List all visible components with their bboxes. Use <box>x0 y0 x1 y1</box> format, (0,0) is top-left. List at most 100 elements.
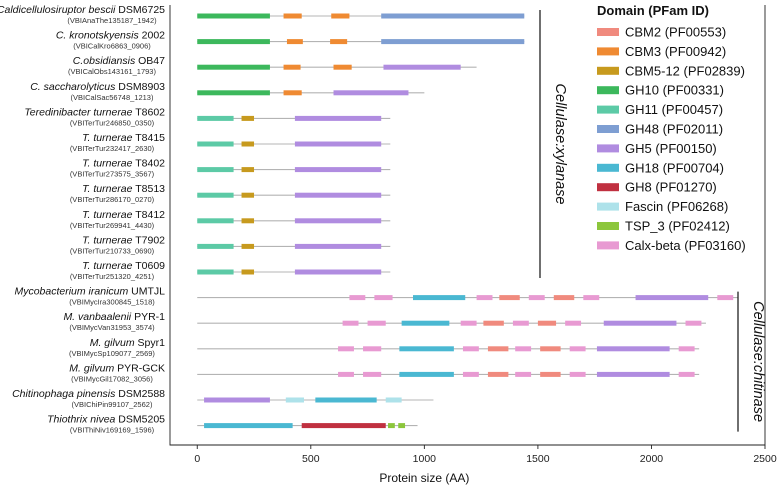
domain-gh5 <box>294 218 382 224</box>
species-name: C. saccharolyticus <box>30 81 116 93</box>
domain-cbm3 <box>333 64 352 70</box>
domain-cbm5-12 <box>241 269 255 275</box>
domain-gh18 <box>412 295 466 301</box>
species-name: M. gilvum <box>90 337 135 349</box>
protein-name: M. vanbaalenii PYR-1 <box>63 311 165 323</box>
protein-labels: Caldicellulosiruptor bescii DSM6725(VBIA… <box>0 4 165 435</box>
domain-calx <box>569 346 586 352</box>
domain-cbm2 <box>483 320 504 326</box>
legend-label: TSP_3 (PF02412) <box>625 219 730 234</box>
species-name: C.obsidiansis <box>73 55 136 67</box>
domain-gh10 <box>197 64 270 70</box>
domain-gh18 <box>399 346 454 352</box>
domain-gh11 <box>197 167 234 173</box>
domain-cbm3 <box>286 39 303 45</box>
species-name: M. gilvum <box>69 362 114 374</box>
domain-calx <box>565 320 582 326</box>
domain-cbm3 <box>283 13 302 19</box>
legend-label: Fascin (PF06268) <box>625 199 728 214</box>
domain-calx <box>363 371 382 377</box>
protein-name: T. turnerae T0609 <box>82 260 165 272</box>
domain-calx <box>367 320 386 326</box>
domain-cbm2 <box>540 371 561 377</box>
protein-name: T. turnerae T8412 <box>82 209 165 221</box>
domain-gh11 <box>197 115 234 121</box>
protein-id: (VBIThiNiv169169_1596) <box>70 426 155 435</box>
legend-item: CBM5-12 (PF02839) <box>597 63 745 78</box>
domain-tsp-3 <box>398 423 406 429</box>
legend-item: CBM3 (PF00942) <box>597 44 726 59</box>
domain-cbm2 <box>487 371 509 377</box>
domain-gh48 <box>381 13 525 19</box>
protein-row <box>197 269 391 275</box>
protein-id: (VBIAnaThe135187_1942) <box>67 16 157 25</box>
protein-row <box>197 192 391 198</box>
domain-gh5 <box>204 397 270 403</box>
strain-name: 2002 <box>139 30 165 42</box>
domain-gh5 <box>294 141 382 147</box>
domain-cbm3 <box>331 13 350 19</box>
legend-swatch <box>597 144 619 153</box>
legend-label: GH5 (PF00150) <box>625 141 717 156</box>
domain-cbm5-12 <box>241 243 255 249</box>
protein-id: (VBITerTur251320_4251) <box>70 272 155 281</box>
group-brackets: Cellulase:xylanase Cellulase:chitinase <box>539 10 766 432</box>
x-tick-label: 500 <box>302 453 320 465</box>
domain-gh11 <box>197 243 234 249</box>
legend-item: GH11 (PF00457) <box>597 102 723 117</box>
protein-row <box>197 141 391 147</box>
domain-gh5 <box>596 371 670 377</box>
domain-gh5 <box>294 167 382 173</box>
legend-item: GH5 (PF00150) <box>597 141 717 156</box>
protein-id: (VBIMycSp109077_2569) <box>69 349 155 358</box>
domain-cbm2 <box>540 346 561 352</box>
group-label: Cellulase:xylanase <box>552 84 568 205</box>
legend-label: CBM3 (PF00942) <box>625 44 726 59</box>
domain-tsp-3 <box>388 423 395 429</box>
strain-name: T8402 <box>133 158 166 170</box>
legend-item: GH48 (PF02011) <box>597 122 723 137</box>
strain-name: DSM5205 <box>115 414 165 426</box>
domain-calx <box>338 346 354 352</box>
domain-gh5 <box>333 90 409 96</box>
domain-cbm5-12 <box>241 167 255 173</box>
protein-row <box>197 423 418 429</box>
strain-name: T0609 <box>133 260 166 272</box>
legend-label: GH10 (PF00331) <box>625 83 724 98</box>
domain-calx <box>462 371 479 377</box>
strain-name: T8412 <box>133 209 166 221</box>
domain-gh48 <box>381 39 525 45</box>
protein-id: (VBICalObs143161_1793) <box>68 67 156 76</box>
protein-id: (VBIChiPin99107_2562) <box>72 400 153 409</box>
domain-gh18 <box>315 397 377 403</box>
protein-id: (VBIMycVan31953_3574) <box>69 323 155 332</box>
protein-row <box>197 371 700 377</box>
x-axis: 0 500 1000 1500 2000 2500 Protein size (AA) <box>169 5 777 485</box>
domain-calx <box>342 320 359 326</box>
x-tick-label: 1000 <box>413 453 437 465</box>
species-name: Caldicellulosiruptor bescii <box>0 4 116 16</box>
domain-calx <box>460 320 477 326</box>
x-tick-label: 2000 <box>640 453 664 465</box>
domain-gh5 <box>294 243 382 249</box>
domain-calx <box>515 346 532 352</box>
domain-fascin <box>285 397 304 403</box>
protein-id: (VBICalSac56748_1213) <box>71 93 154 102</box>
legend-label: GH48 (PF02011) <box>625 122 723 137</box>
domain-cbm2 <box>499 295 520 301</box>
species-name: Thiothrix nivea <box>47 414 115 426</box>
protein-id: (VBITerTur273575_3567) <box>70 170 155 179</box>
protein-row <box>197 39 525 45</box>
protein-row <box>197 243 391 249</box>
strain-name: T8602 <box>133 106 166 118</box>
x-tick-label: 1500 <box>526 453 550 465</box>
protein-name: Teredinibacter turnerae T8602 <box>24 106 165 118</box>
domain-gh5 <box>294 192 382 198</box>
protein-name: M. gilvum PYR-GCK <box>69 362 165 374</box>
group-label: Cellulase:chitinase <box>750 301 766 422</box>
legend-label: CBM2 (PF00553) <box>625 25 726 40</box>
domain-gh5 <box>603 320 677 326</box>
domain-gh5 <box>294 115 382 121</box>
legend-item: GH8 (PF01270) <box>597 180 717 195</box>
domain-cbm5-12 <box>241 192 255 198</box>
